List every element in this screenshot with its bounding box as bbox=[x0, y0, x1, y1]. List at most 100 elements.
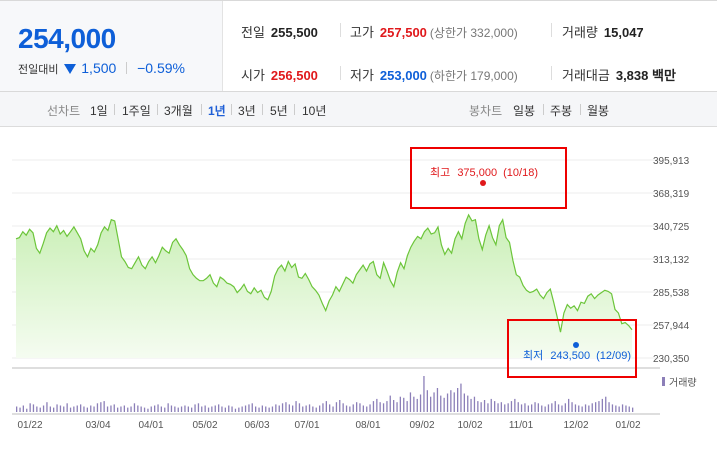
volume-bar bbox=[440, 395, 442, 412]
volume-bar bbox=[366, 406, 368, 412]
volume-bar bbox=[76, 405, 78, 412]
volume-bar bbox=[389, 395, 391, 412]
volume-bar bbox=[473, 396, 476, 412]
volume-bar bbox=[154, 405, 156, 412]
divider bbox=[580, 104, 581, 115]
volume-bar bbox=[96, 403, 99, 412]
volume-bar bbox=[150, 406, 152, 412]
min-annotation: 최저 243,500 (12/09) bbox=[523, 349, 631, 362]
line-chart-label: 선차트 bbox=[47, 104, 81, 118]
volume-bar bbox=[443, 397, 445, 412]
period-tab-5y[interactable]: 5년 bbox=[270, 104, 288, 118]
volume-bar bbox=[517, 402, 519, 412]
volume-bar bbox=[66, 403, 68, 412]
volume-bar bbox=[285, 402, 287, 412]
price-box: 254,000 전일대비 1,500 −0.59% bbox=[0, 1, 223, 91]
low-value: 253,000 bbox=[379, 68, 427, 83]
volume-bar bbox=[446, 393, 449, 412]
volume-bar bbox=[305, 405, 307, 412]
volume-bar bbox=[557, 404, 560, 412]
volume-bar bbox=[39, 407, 41, 412]
volume-bar bbox=[42, 405, 45, 412]
volume-value: 15,047 bbox=[603, 25, 644, 40]
divider bbox=[126, 62, 128, 74]
y-tick-label: 368,319 bbox=[653, 189, 690, 200]
prev-close: 전일 255,500 bbox=[241, 22, 318, 41]
min-marker bbox=[573, 342, 579, 348]
y-tick-label: 285,538 bbox=[653, 288, 690, 299]
volume-bar bbox=[16, 406, 18, 412]
y-tick-label: 395,913 bbox=[653, 156, 690, 167]
volume-bar bbox=[133, 403, 136, 412]
volume-bar bbox=[90, 405, 92, 412]
divider bbox=[201, 104, 202, 115]
volume-bar bbox=[73, 406, 75, 412]
period-tab-3m[interactable]: 3개월 bbox=[164, 104, 193, 118]
min-label: 최저 bbox=[523, 349, 543, 362]
volume-bar bbox=[632, 407, 634, 412]
volume-bar bbox=[231, 406, 233, 412]
volume-bar bbox=[295, 401, 297, 412]
volume-bar bbox=[611, 404, 614, 412]
period-bar: 선차트 1일 1주일 3개월 1년 3년 5년 10년 봉차트 일봉 주봉 월봉 bbox=[0, 92, 717, 127]
volume-bar bbox=[214, 405, 216, 412]
volume-bar bbox=[376, 398, 378, 412]
volume-bar bbox=[100, 402, 102, 412]
x-tick-label: 04/01 bbox=[138, 420, 163, 431]
volume-bar bbox=[483, 400, 486, 412]
y-tick-label: 257,944 bbox=[653, 321, 690, 332]
volume-bar bbox=[554, 401, 556, 412]
day-high: 고가 257,500 (상한가 332,000) bbox=[350, 22, 518, 41]
volume-bar bbox=[288, 404, 290, 412]
candle-tab-monthly[interactable]: 월봉 bbox=[587, 104, 610, 118]
volume-bar bbox=[265, 406, 267, 412]
divider bbox=[551, 66, 552, 80]
volume-bar bbox=[117, 407, 119, 412]
volume-bar bbox=[234, 408, 237, 412]
volume-bar bbox=[49, 406, 51, 412]
volume-bar bbox=[160, 406, 162, 412]
divider bbox=[340, 23, 341, 37]
prev-close-value: 255,500 bbox=[270, 25, 318, 40]
volume-bar bbox=[298, 403, 301, 412]
candle-tab-weekly[interactable]: 주봉 bbox=[550, 104, 573, 118]
period-tab-1d[interactable]: 1일 bbox=[90, 104, 108, 118]
volume-bar bbox=[615, 405, 617, 412]
volume-bar bbox=[170, 405, 173, 412]
volume-bar bbox=[356, 402, 358, 412]
volume-bar bbox=[487, 403, 489, 412]
price-line bbox=[15, 213, 633, 333]
volume-bar bbox=[113, 404, 115, 412]
max-label: 최고 bbox=[430, 166, 450, 179]
volume-bar bbox=[275, 404, 277, 412]
volume-bar bbox=[22, 405, 24, 412]
volume-bar bbox=[137, 405, 139, 412]
max-highlight-box bbox=[410, 147, 567, 209]
volume-legend-swatch bbox=[662, 377, 665, 386]
period-tab-3y[interactable]: 3년 bbox=[238, 104, 256, 118]
period-tab-1w[interactable]: 1주일 bbox=[122, 104, 151, 118]
volume-bar bbox=[268, 407, 270, 412]
period-tab-10y[interactable]: 10년 bbox=[302, 104, 327, 118]
y-tick-label: 313,132 bbox=[653, 255, 690, 266]
divider bbox=[157, 104, 158, 115]
volume-bar bbox=[399, 396, 401, 412]
volume-bar bbox=[497, 403, 499, 412]
volume-bar bbox=[386, 401, 388, 412]
volume-bar bbox=[147, 408, 149, 412]
lower-limit: (하한가 179,000) bbox=[429, 69, 518, 83]
divider bbox=[340, 66, 341, 80]
volume-bar bbox=[396, 402, 398, 412]
candle-tab-daily[interactable]: 일봉 bbox=[513, 104, 536, 118]
volume-bar bbox=[167, 403, 169, 412]
min-highlight-box bbox=[507, 319, 637, 378]
volume-bar bbox=[302, 406, 304, 412]
period-tab-1y[interactable]: 1년 bbox=[208, 104, 226, 118]
volume-bar bbox=[382, 403, 385, 412]
volume-bar bbox=[329, 404, 331, 412]
volume-bar bbox=[80, 404, 82, 412]
volume-bar bbox=[26, 408, 28, 412]
volume-bar bbox=[322, 403, 324, 412]
volume-bar bbox=[352, 404, 354, 412]
